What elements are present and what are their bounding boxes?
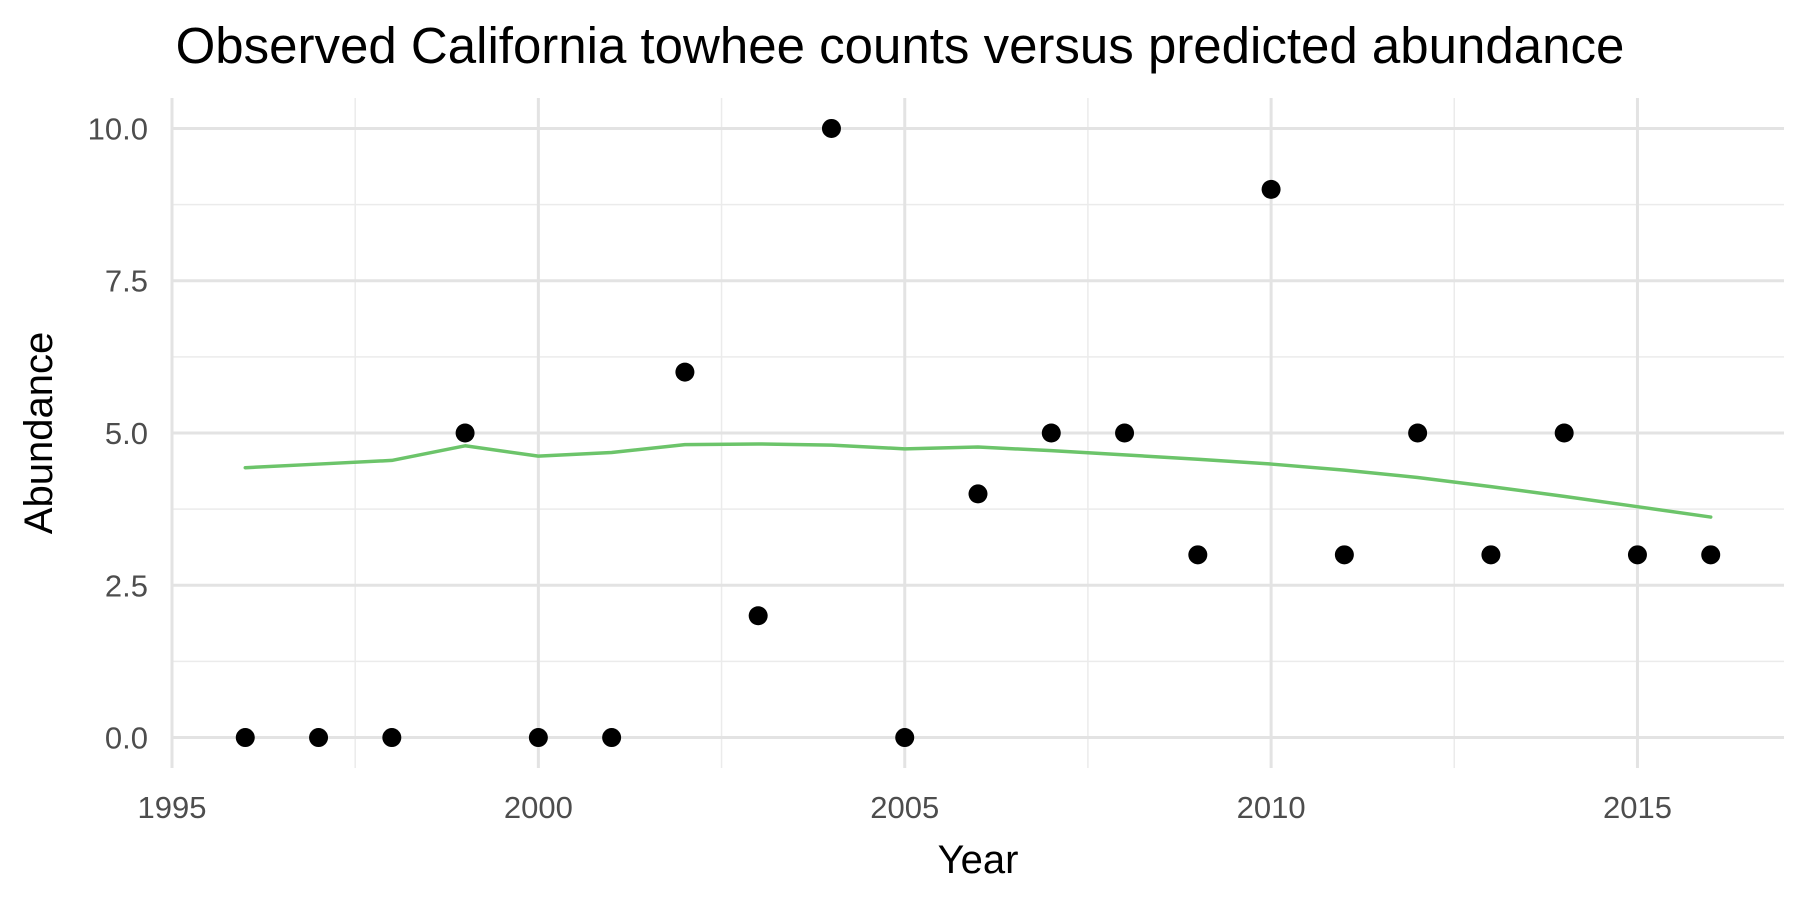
data-point — [675, 362, 695, 382]
data-point — [748, 606, 768, 626]
data-point — [602, 728, 622, 748]
x-tick-label: 2010 — [1237, 790, 1306, 825]
data-point — [382, 728, 402, 748]
x-tick-label: 2015 — [1603, 790, 1672, 825]
y-tick-label: 0.0 — [105, 721, 148, 756]
data-point — [1408, 423, 1428, 443]
data-point — [1115, 423, 1135, 443]
data-point — [1554, 423, 1574, 443]
data-point — [1261, 179, 1281, 199]
x-tick-label: 2005 — [870, 790, 939, 825]
y-tick-label: 10.0 — [88, 111, 148, 146]
y-tick-label: 7.5 — [105, 264, 148, 299]
data-point — [1481, 545, 1501, 565]
data-point — [455, 423, 475, 443]
predicted-line — [243, 442, 1713, 519]
data-point — [528, 728, 548, 748]
data-point — [968, 484, 988, 504]
x-tick-label: 1995 — [138, 790, 207, 825]
data-point — [1627, 545, 1647, 565]
chart-title: Observed California towhee counts versus… — [175, 17, 1625, 74]
x-axis-title: Year — [938, 838, 1019, 882]
y-tick-label: 5.0 — [105, 416, 148, 451]
data-point — [309, 728, 329, 748]
data-point — [1188, 545, 1208, 565]
data-point — [1701, 545, 1721, 565]
data-point — [1041, 423, 1061, 443]
data-point — [821, 118, 841, 138]
data-point — [895, 728, 915, 748]
data-point — [235, 728, 255, 748]
y-tick-label: 2.5 — [105, 568, 148, 603]
data-point — [1334, 545, 1354, 565]
y-axis-title: Abundance — [17, 332, 61, 534]
x-tick-label: 2000 — [504, 790, 573, 825]
